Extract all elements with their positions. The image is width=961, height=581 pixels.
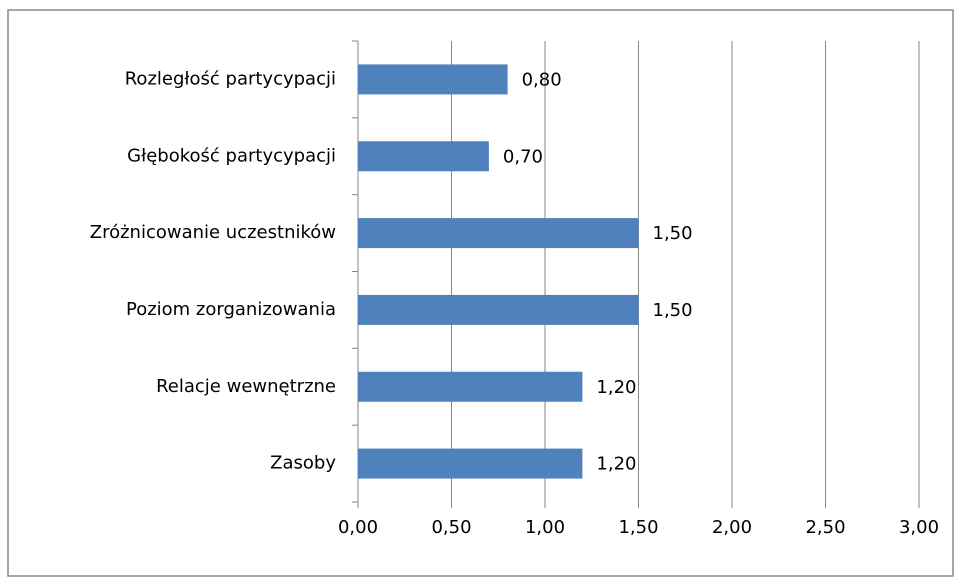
y-tick-label: Zasoby — [270, 453, 336, 474]
bar — [358, 371, 583, 402]
bar — [358, 294, 639, 325]
data-label: 0,70 — [503, 146, 543, 167]
y-tick-label: Relacje wewnętrzne — [156, 376, 336, 397]
data-label: 1,20 — [596, 454, 636, 475]
data-label: 1,20 — [596, 377, 636, 398]
y-tick-label: Zróżnicowanie uczestników — [90, 222, 336, 243]
data-label: 1,50 — [653, 223, 693, 244]
data-label: 0,80 — [522, 69, 562, 90]
data-label: 1,50 — [653, 300, 693, 321]
x-tick-label: 1,50 — [618, 517, 658, 538]
bar — [358, 64, 508, 95]
chart-frame — [7, 9, 954, 577]
x-tick-label: 0,50 — [431, 517, 471, 538]
y-tick-label: Rozległość partycypacji — [125, 68, 336, 89]
bar — [358, 448, 583, 479]
x-tick-label: 3,00 — [899, 517, 939, 538]
x-tick-label: 0,00 — [338, 517, 378, 538]
x-tick-label: 1,00 — [525, 517, 565, 538]
bar — [358, 141, 489, 172]
y-tick-label: Poziom zorganizowania — [126, 299, 336, 320]
x-tick-label: 2,50 — [805, 517, 845, 538]
y-tick-label: Głębokość partycypacji — [127, 145, 336, 166]
x-tick-label: 2,00 — [712, 517, 752, 538]
bar — [358, 218, 639, 249]
